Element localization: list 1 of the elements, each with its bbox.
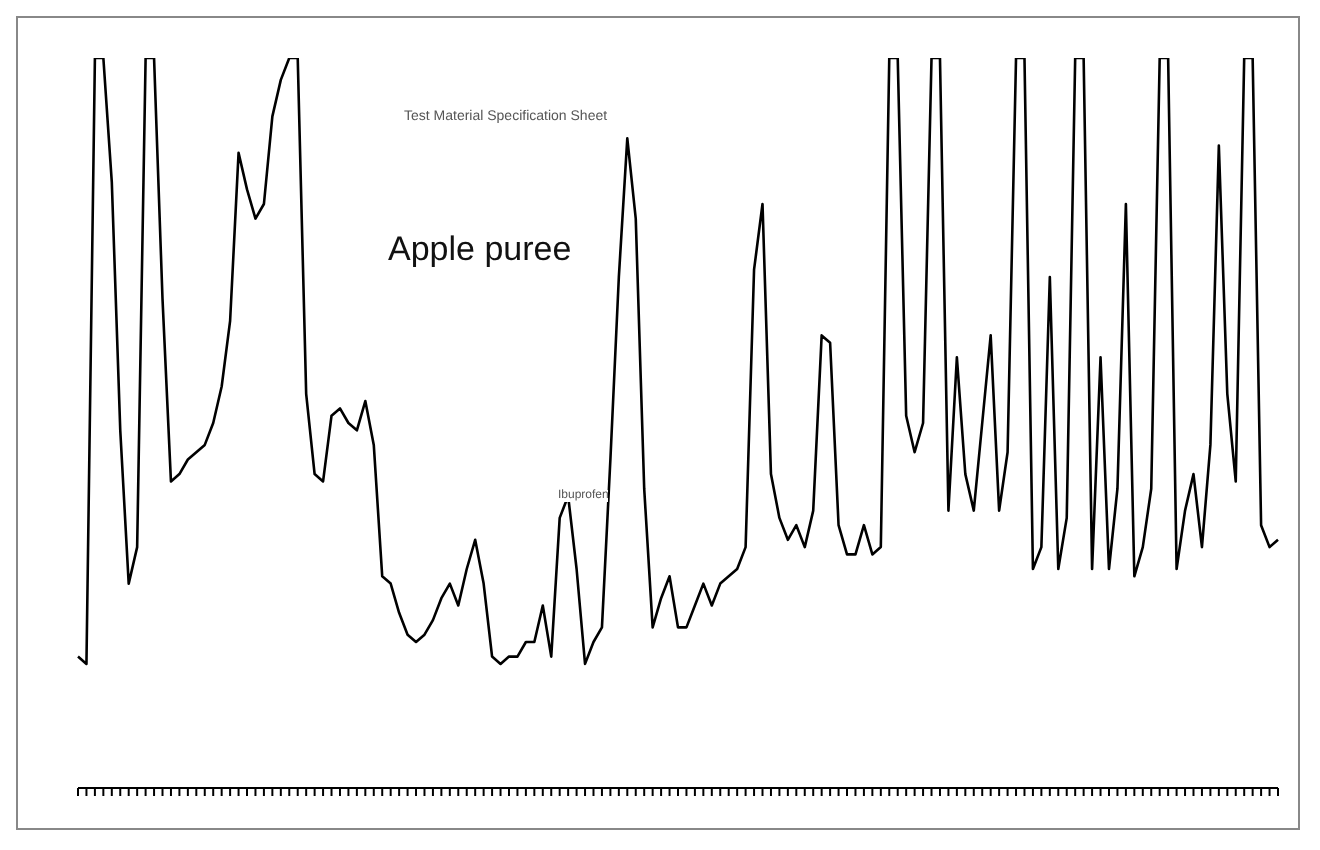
text: Apple puree: [388, 230, 572, 270]
